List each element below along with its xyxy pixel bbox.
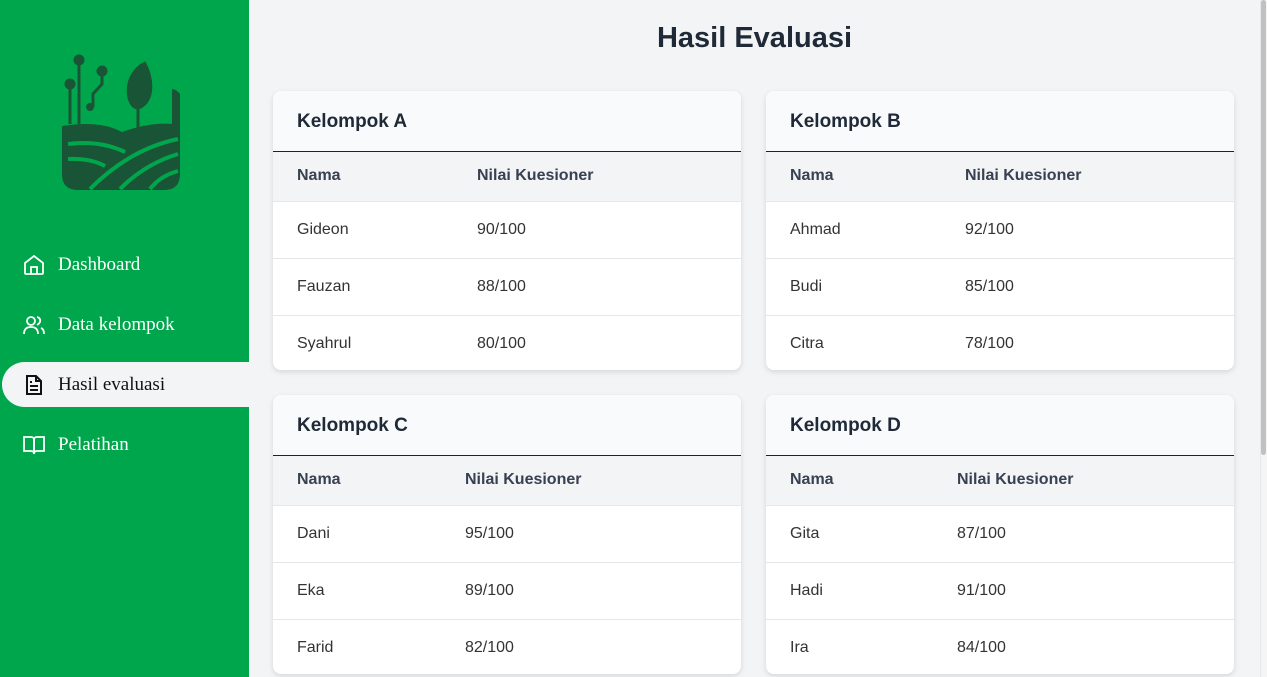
table-header-row: Nama Nilai Kuesioner [273, 152, 741, 202]
column-header: Nilai Kuesioner [933, 456, 1234, 506]
name-cell: Dani [273, 505, 441, 563]
score-cell: 91/100 [933, 562, 1234, 620]
name-cell: Citra [790, 334, 824, 352]
document-icon [26, 374, 42, 395]
group-card: Kelompok A Nama Nilai Kuesioner Gideon 90/10… [273, 91, 741, 370]
column-header: Nama [273, 456, 441, 506]
sidebar-item-label: Dashboard [58, 253, 141, 275]
name-cell: Eka [273, 562, 441, 620]
column-header: Nama [766, 456, 933, 506]
table-row: Hadi 91/100 [766, 562, 1234, 620]
sidebar-item-data-kelompok[interactable]: Data kelompok [0, 302, 249, 347]
table-row: Fauzan 88/100 [273, 258, 741, 316]
sidebar-item-pelatihan[interactable]: Pelatihan [0, 422, 249, 467]
results-table: Nama Nilai Kuesioner Ahmad 92/100 Budi 85/100… [766, 152, 1234, 370]
sidebar-item-label: Data kelompok [58, 313, 175, 335]
sidebar-item-label: Hasil evaluasi [58, 373, 166, 395]
table-header-row: Nama Nilai Kuesioner [766, 456, 1234, 506]
name-cell: Ahmad [766, 201, 941, 259]
home-icon [24, 254, 44, 275]
group-card: Kelompok C Nama Nilai Kuesioner Dani 95/100 E… [273, 395, 741, 674]
sidebar-item-hasil-evaluasi[interactable]: Hasil evaluasi [2, 362, 251, 407]
name-cell: Syahrul [297, 334, 352, 352]
table-row: Syahrul 80/100 [273, 315, 741, 370]
score-cell: 92/100 [941, 201, 1234, 259]
results-table: Nama Nilai Kuesioner Dani 95/100 Eka 89/100 Fa… [273, 456, 741, 674]
table-row: Gita 87/100 [766, 505, 1234, 563]
score-cell: 95/100 [441, 505, 741, 563]
name-cell: Hadi [766, 562, 933, 620]
table-row: Citra 78/100 [766, 315, 1234, 370]
name-cell: Gideon [273, 201, 453, 259]
column-header: Nilai Kuesioner [441, 456, 741, 506]
page-title: Hasil Evaluasi [656, 22, 853, 54]
agritech-logo [62, 54, 180, 191]
score-cell: 80/100 [477, 334, 526, 352]
score-cell: 88/100 [453, 258, 741, 316]
table-row: Farid 82/100 [273, 619, 741, 674]
users-icon [23, 315, 45, 334]
main-content: Hasil Evaluasi Kelompok A Nama Nilai Kuesi… [249, 0, 1260, 677]
column-header: Nilai Kuesioner [941, 152, 1234, 202]
table-header-row: Nama Nilai Kuesioner [273, 456, 741, 506]
book-open-icon [23, 435, 45, 454]
group-card: Kelompok B Nama Nilai Kuesioner Ahmad 92/100… [766, 91, 1234, 370]
group-card: Kelompok D Nama Nilai Kuesioner Gita 87/100 H… [766, 395, 1234, 674]
results-table: Nama Nilai Kuesioner Gita 87/100 Hadi 91/100 I… [766, 456, 1234, 674]
name-cell: Farid [297, 638, 334, 656]
sidebar-item-dashboard[interactable]: Dashboard [0, 242, 249, 287]
score-cell: 89/100 [441, 562, 741, 620]
score-cell: 78/100 [965, 334, 1014, 352]
table-row: Ira 84/100 [766, 619, 1234, 674]
score-cell: 84/100 [957, 638, 1006, 656]
table-row: Budi 85/100 [766, 258, 1234, 316]
table-header-row: Nama Nilai Kuesioner [766, 152, 1234, 202]
name-cell: Fauzan [273, 258, 453, 316]
name-cell: Ira [790, 638, 809, 656]
table-row: Eka 89/100 [273, 562, 741, 620]
card-title: Kelompok D [766, 395, 1234, 456]
column-header: Nilai Kuesioner [453, 152, 741, 202]
score-cell: 87/100 [933, 505, 1234, 563]
sidebar-item-label: Pelatihan [58, 433, 129, 455]
score-cell: 85/100 [941, 258, 1234, 316]
score-cell: 90/100 [453, 201, 741, 259]
name-cell: Gita [766, 505, 933, 563]
column-header: Nama [766, 152, 941, 202]
scrollbar-thumb[interactable] [1261, 0, 1266, 455]
card-title: Kelompok B [766, 91, 1234, 152]
name-cell: Budi [766, 258, 941, 316]
card-title: Kelompok A [273, 91, 741, 152]
column-header: Nama [273, 152, 453, 202]
sidebar: Dashboard Data kelompok Hasil evaluasi P… [0, 0, 251, 677]
table-row: Dani 95/100 [273, 505, 741, 563]
card-title: Kelompok C [273, 395, 741, 456]
table-row: Ahmad 92/100 [766, 201, 1234, 259]
results-table: Nama Nilai Kuesioner Gideon 90/100 Fauzan 88/… [273, 152, 741, 370]
table-row: Gideon 90/100 [273, 201, 741, 259]
scrollbar[interactable] [1260, 0, 1267, 677]
score-cell: 82/100 [465, 638, 514, 656]
